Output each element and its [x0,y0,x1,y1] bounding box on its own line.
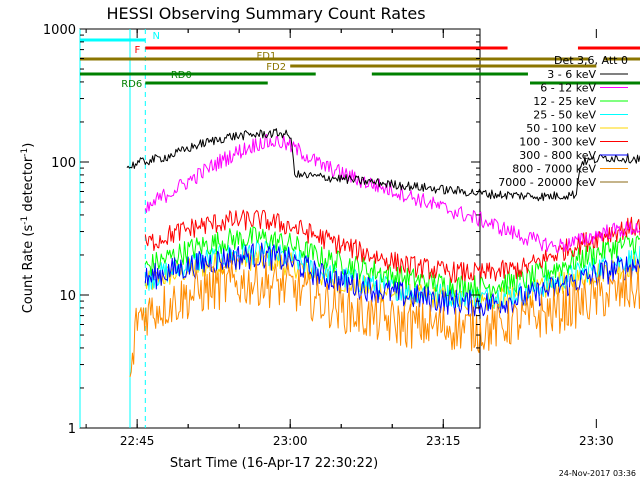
y-tick-label-1: 10 [59,289,76,304]
flag-label-fd1: FD1 [257,51,277,62]
y-tick-label-2: 100 [51,156,76,171]
flag-label-rd6: RD6 [121,79,142,90]
x-tick-label-1: 23:00 [273,434,308,448]
x-tick-label-2: 23:15 [426,434,461,448]
y-tick-label-3: 1000 [43,23,76,38]
series-line-7 [129,258,640,378]
legend-label-0: 3 - 6 keV [547,68,596,81]
legend-label-8: 7000 - 20000 keV [498,176,596,189]
legend-title: Det 3,6, Att 0 [554,54,628,67]
series-group [126,128,640,378]
flag-label-fd2: FD2 [266,62,286,73]
flag-label-f: F [134,45,140,56]
legend-label-5: 100 - 300 keV [519,136,596,149]
legend-label-3: 25 - 50 keV [533,109,596,122]
y-axis-label: Count Rate (s-1 detector-1) [20,143,36,314]
vertical-marker-lines [79,29,146,428]
legend-label-6: 300 - 800 keV [519,149,596,162]
chart-title: HESSI Observing Summary Count Rates [106,4,425,23]
flag-label-n: N [152,31,159,42]
legend-label-2: 12 - 25 keV [533,95,596,108]
series-line-0 [126,128,640,202]
legend-label-4: 50 - 100 keV [526,122,596,135]
series-line-6 [144,242,640,317]
flag-label-rd0: RD0 [171,70,192,81]
legend-label-1: 6 - 12 keV [540,82,596,95]
y-tick-label-0: 1 [68,422,76,437]
x-tick-label-3: 23:30 [579,434,614,448]
series-line-5 [144,209,640,283]
legend-label-7: 800 - 7000 keV [512,163,596,176]
series-line-1 [144,133,640,253]
x-axis-label: Start Time (16-Apr-17 22:30:22) [170,456,378,471]
footer-timestamp: 24-Nov-2017 03:36 [559,469,636,478]
series-line-2 [144,226,640,299]
x-tick-label-0: 22:45 [120,434,155,448]
